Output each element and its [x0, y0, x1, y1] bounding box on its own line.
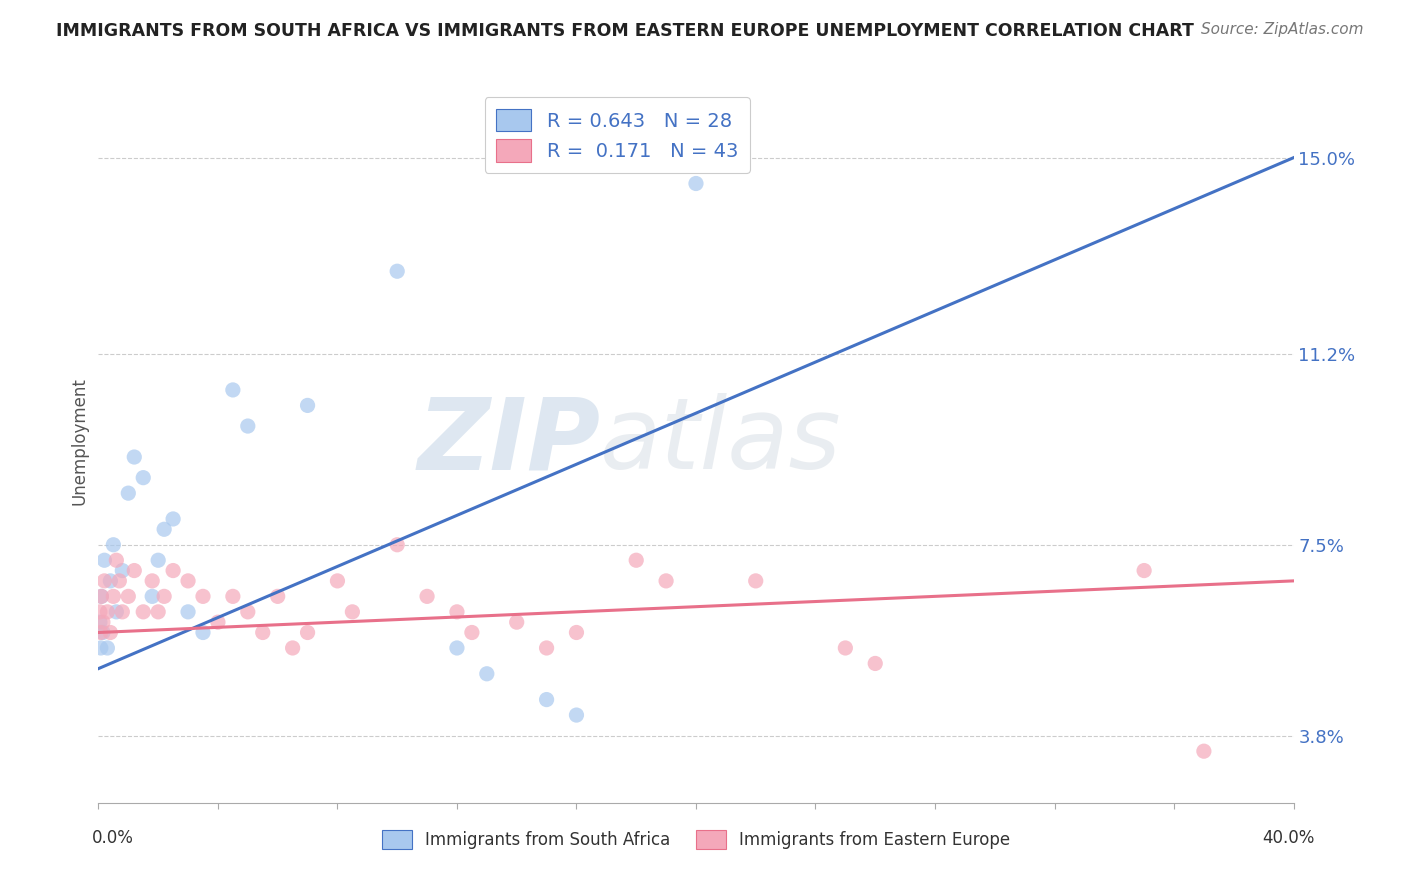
Point	[342, 605, 364, 619]
Point	[132, 605, 155, 619]
Text: 40.0%: 40.0%	[1263, 829, 1315, 847]
Point	[297, 398, 319, 412]
Point	[162, 564, 184, 578]
Point	[93, 574, 115, 588]
Text: Source: ZipAtlas.com: Source: ZipAtlas.com	[1201, 22, 1364, 37]
Point	[281, 640, 304, 655]
Point	[475, 666, 498, 681]
Point	[536, 640, 558, 655]
Point	[461, 625, 484, 640]
Point	[103, 538, 125, 552]
Point	[385, 538, 409, 552]
Point	[141, 574, 163, 588]
Point	[89, 605, 111, 619]
Point	[148, 605, 170, 619]
Text: ZIP: ZIP	[418, 393, 600, 490]
Point	[745, 574, 768, 588]
Point	[148, 553, 170, 567]
Point	[506, 615, 529, 630]
Point	[177, 605, 200, 619]
Point	[626, 553, 648, 567]
Point	[117, 590, 139, 604]
Y-axis label: Unemployment: Unemployment	[70, 377, 89, 506]
Point	[98, 574, 122, 588]
Point	[834, 640, 856, 655]
Point	[326, 574, 349, 588]
Point	[153, 590, 176, 604]
Point	[207, 615, 229, 630]
Point	[236, 419, 259, 434]
Text: IMMIGRANTS FROM SOUTH AFRICA VS IMMIGRANTS FROM EASTERN EUROPE UNEMPLOYMENT CORR: IMMIGRANTS FROM SOUTH AFRICA VS IMMIGRAN…	[56, 22, 1194, 40]
Point	[132, 471, 155, 485]
Point	[446, 640, 468, 655]
Point	[565, 708, 588, 723]
Point	[1192, 744, 1215, 758]
Point	[117, 486, 139, 500]
Point	[124, 564, 146, 578]
Point	[297, 625, 319, 640]
Point	[191, 590, 214, 604]
Point	[96, 640, 118, 655]
Point	[385, 264, 409, 278]
Point	[96, 605, 118, 619]
Text: atlas: atlas	[600, 393, 842, 490]
Point	[267, 590, 290, 604]
Point	[685, 177, 707, 191]
Legend: Immigrants from South Africa, Immigrants from Eastern Europe: Immigrants from South Africa, Immigrants…	[375, 823, 1017, 856]
Text: 0.0%: 0.0%	[91, 829, 134, 847]
Point	[222, 590, 245, 604]
Point	[141, 590, 163, 604]
Point	[98, 625, 122, 640]
Point	[90, 625, 112, 640]
Point	[655, 574, 678, 588]
Point	[536, 692, 558, 706]
Point	[177, 574, 200, 588]
Point	[416, 590, 439, 604]
Point	[91, 615, 114, 630]
Point	[446, 605, 468, 619]
Point	[162, 512, 184, 526]
Point	[191, 625, 214, 640]
Point	[105, 605, 128, 619]
Point	[89, 615, 111, 630]
Point	[153, 522, 176, 536]
Point	[103, 590, 125, 604]
Point	[91, 625, 114, 640]
Point	[105, 553, 128, 567]
Point	[865, 657, 887, 671]
Point	[111, 605, 134, 619]
Point	[90, 590, 112, 604]
Point	[252, 625, 274, 640]
Point	[90, 640, 112, 655]
Point	[565, 625, 588, 640]
Point	[1133, 564, 1156, 578]
Point	[93, 553, 115, 567]
Point	[108, 574, 131, 588]
Point	[111, 564, 134, 578]
Point	[222, 383, 245, 397]
Point	[236, 605, 259, 619]
Point	[124, 450, 146, 464]
Point	[90, 590, 112, 604]
